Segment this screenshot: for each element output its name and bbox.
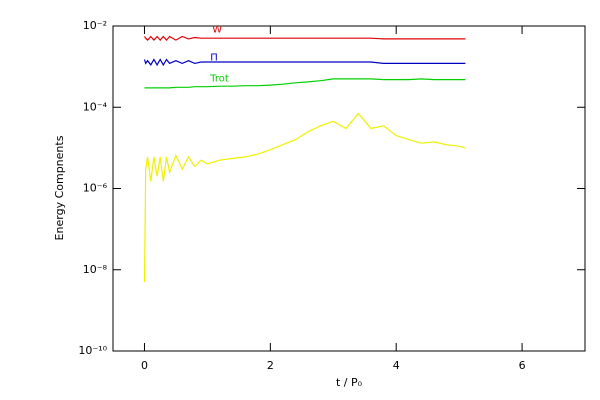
x-tick-label: 6	[519, 359, 526, 372]
x-tick-label: 4	[393, 359, 400, 372]
series-line	[144, 78, 466, 89]
y-tick-label: 10⁻⁴	[83, 100, 108, 113]
series-label: Π	[210, 52, 218, 63]
x-tick-label: 0	[141, 359, 148, 372]
x-tick-label: 2	[267, 359, 274, 372]
series-label: Trot	[209, 73, 229, 84]
series-label: W	[212, 25, 222, 36]
y-tick-label: 10⁻⁶	[83, 182, 108, 195]
plot-frame	[112, 25, 586, 352]
x-axis-label: t / P₀	[336, 376, 363, 389]
y-tick-label: 10⁻¹⁰	[78, 344, 107, 357]
y-tick-label: 10⁻²	[83, 19, 107, 32]
series-line	[143, 58, 466, 67]
y-axis-label: Energy Compnents	[53, 135, 66, 240]
y-tick-label: 10⁻⁸	[83, 263, 108, 276]
series-line	[144, 35, 466, 42]
series-line	[143, 112, 466, 283]
